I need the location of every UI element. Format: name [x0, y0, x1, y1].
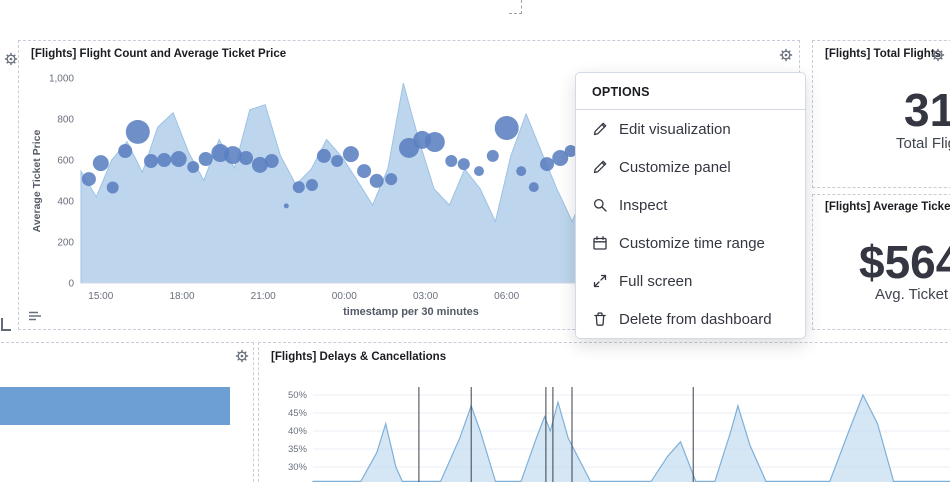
- svg-text:40%: 40%: [288, 426, 308, 437]
- svg-text:50%: 50%: [288, 390, 308, 401]
- panel-title: [Flights] Delays & Cancellations: [271, 351, 447, 363]
- menu-item-edit-visualization[interactable]: Edit visualization: [576, 110, 805, 148]
- metric-label: Avg. Ticket Price: [875, 286, 950, 303]
- panel-options-gear-button[interactable]: [777, 46, 795, 64]
- svg-text:06:00: 06:00: [494, 291, 519, 302]
- svg-text:1,000: 1,000: [49, 74, 74, 85]
- menu-divider: [576, 109, 805, 110]
- panel-border-fragment: [509, 0, 522, 14]
- legend-toggle-button[interactable]: [27, 308, 43, 324]
- panel-horizontal-bar: [0, 342, 254, 482]
- panel-avg-ticket-price: [Flights] Average Ticket Price $564 Avg.…: [812, 194, 950, 330]
- pencil-icon: [593, 122, 607, 136]
- svg-text:21:00: 21:00: [251, 291, 276, 302]
- pencil-icon: [593, 160, 607, 174]
- menu-item-label: Customize time range: [619, 234, 765, 252]
- svg-text:45%: 45%: [288, 408, 308, 419]
- panel-total-flights: [Flights] Total Flights 31 Total Flights: [812, 40, 950, 188]
- menu-item-inspect[interactable]: Inspect: [576, 186, 805, 224]
- svg-text:03:00: 03:00: [413, 291, 438, 302]
- panel-delays-cancellations: 50% 45% 40% 35% 30% [Flights] Delays & Cance…: [258, 342, 950, 482]
- svg-text:18:00: 18:00: [169, 291, 194, 302]
- svg-text:15:00: 15:00: [88, 291, 113, 302]
- options-menu-header: OPTIONS: [592, 85, 650, 99]
- svg-text:30%: 30%: [288, 462, 308, 473]
- menu-item-label: Inspect: [619, 196, 668, 214]
- panel-title: [Flights] Average Ticket Price: [825, 201, 950, 213]
- list-icon: [29, 311, 41, 321]
- menu-item-customize-panel[interactable]: Customize panel: [576, 148, 805, 186]
- bar-segment[interactable]: [0, 387, 231, 425]
- menu-item-delete-from-dashboard[interactable]: Delete from dashboard: [576, 300, 805, 338]
- metric-value: $564: [859, 236, 950, 288]
- panel-title: [Flights] Flight Count and Average Ticke…: [31, 48, 287, 60]
- panel-options-gear-icon[interactable]: [2, 50, 20, 68]
- menu-item-label: Edit visualization: [619, 120, 731, 138]
- svg-text:timestamp per 30 minutes: timestamp per 30 minutes: [343, 306, 479, 318]
- menu-item-label: Customize panel: [619, 158, 731, 176]
- gear-icon: [779, 48, 793, 62]
- panel-options-gear-button[interactable]: [929, 46, 947, 64]
- svg-text:00:00: 00:00: [332, 291, 357, 302]
- fullscreen-icon: [593, 274, 607, 288]
- svg-text:0: 0: [68, 279, 74, 290]
- gear-icon: [4, 52, 18, 66]
- metric-label: Total Flights: [896, 135, 950, 152]
- panel-title: [Flights] Total Flights: [825, 48, 942, 60]
- calendar-icon: [593, 236, 607, 250]
- panel-resize-corner: [1, 318, 11, 331]
- menu-item-label: Full screen: [619, 272, 693, 290]
- gear-icon: [931, 48, 945, 62]
- svg-text:200: 200: [57, 238, 74, 249]
- menu-item-customize-time-range[interactable]: Customize time range: [576, 224, 805, 262]
- trash-icon: [594, 312, 606, 326]
- metric-value: 31: [904, 84, 950, 136]
- svg-text:800: 800: [57, 115, 74, 126]
- svg-text:600: 600: [57, 156, 74, 167]
- menu-item-full-screen[interactable]: Full screen: [576, 262, 805, 300]
- menu-item-label: Delete from dashboard: [619, 310, 772, 328]
- svg-text:35%: 35%: [288, 444, 308, 455]
- delays-cancellations-chart[interactable]: 50% 45% 40% 35% 30%: [259, 343, 950, 482]
- gear-icon: [235, 349, 249, 363]
- panel-options-menu: OPTIONS Edit visualization Customize pan…: [575, 72, 806, 339]
- y-axis-title: Average Ticket Price: [31, 129, 43, 233]
- svg-text:400: 400: [57, 197, 74, 208]
- inspect-icon: [593, 198, 607, 212]
- panel-options-gear-button[interactable]: [233, 347, 251, 365]
